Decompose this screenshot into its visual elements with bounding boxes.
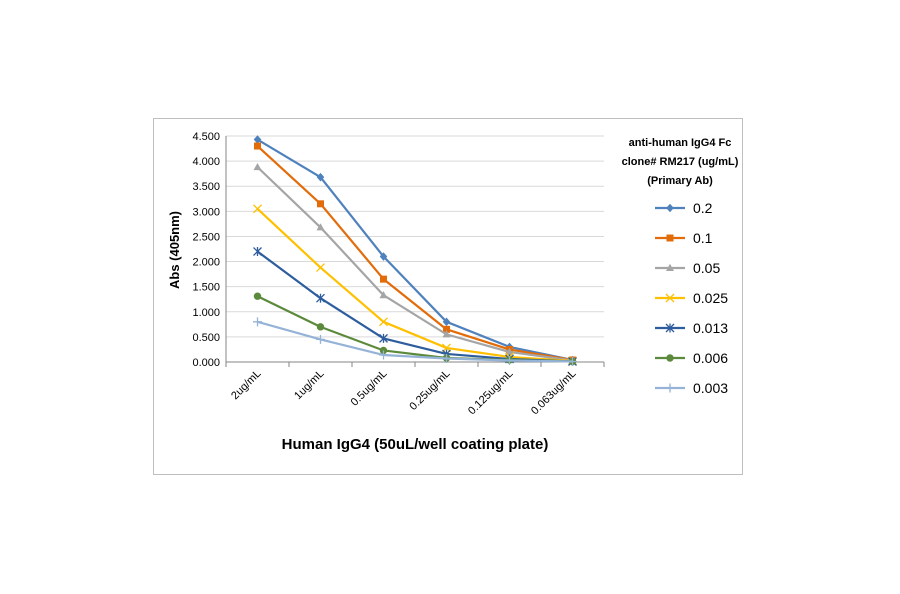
data-point [379,291,388,299]
series-line-0.003 [257,320,573,363]
legend-item: 0.025 [655,290,728,306]
data-point [316,263,325,273]
legend-marker [666,354,674,362]
series-lines [253,135,577,366]
y-tick-label: 0.500 [192,332,220,344]
y-tick-label: 1.000 [192,307,220,319]
data-point [253,247,262,257]
y-tick-labels: 0.000 0.500 1.000 1.500 2.000 2.500 3.000 3.500… [192,131,220,369]
data-point [254,142,261,150]
y-axis-title: Abs (405nm) [167,211,182,289]
y-tick-label: 2.500 [192,231,220,243]
data-point [379,252,388,261]
legend-item: 0.013 [655,320,728,336]
legend: 0.2 0.1 0.05 0.025 0.013 0.006 0.003 [655,200,728,396]
legend-title-line-1: anti-human IgG4 Fc [629,137,732,149]
legend-item: 0.2 [655,200,713,216]
data-point [316,293,325,303]
y-tick-label: 4.500 [192,131,220,143]
data-point [443,325,450,333]
series-line-0.05 [256,166,573,362]
legend-marker [665,383,675,393]
legend-label: 0.025 [693,290,728,306]
data-point [379,350,388,360]
data-point [568,356,577,366]
legend-item: 0.006 [655,350,728,366]
data-point [253,204,262,214]
legend-title-line-3: (Primary Ab) [647,175,713,187]
y-tick-label: 3.500 [192,181,220,193]
series-line-0.025 [256,208,573,363]
x-tick-label: 0.125ug/mL [466,368,516,418]
data-point [317,200,324,208]
data-point [316,223,325,231]
legend-item: 0.003 [655,380,728,396]
chart-frame [153,118,743,475]
x-tick-label: 2ug/mL [229,368,263,402]
legend-label: 0.2 [693,200,713,216]
legend-label: 0.1 [693,230,713,246]
data-point [442,353,451,363]
data-point [253,162,262,171]
data-point [316,172,325,182]
data-point [316,334,325,344]
legend-marker [666,263,674,271]
series-line-0.2 [256,138,573,362]
y-tick-label: 1.500 [192,282,220,294]
x-tick-label: 0.063ug/mL [529,368,579,418]
data-point [505,355,514,365]
data-point [253,135,262,144]
legend-title-line-2: clone# RM217 (ug/mL) [622,156,739,168]
legend-title: anti-human IgG4 Fc clone# RM217 (ug/mL) … [622,137,739,187]
legend-label: 0.003 [693,380,728,396]
gridlines [226,135,604,338]
axes [225,136,605,367]
y-tick-label: 0.000 [192,357,220,369]
legend-label: 0.05 [693,260,720,276]
x-tick-labels: 2ug/mL 1ug/mL 0.5ug/mL 0.25ug/mL 0.125ug/mL 0… [229,368,578,418]
x-tick-label: 1ug/mL [292,368,326,402]
legend-marker [665,293,675,303]
data-point [253,292,262,300]
y-tick-label: 3.000 [192,206,220,218]
data-point [316,323,325,331]
series-line-0.1 [256,145,573,362]
data-point [379,333,388,343]
x-axis-title: Human IgG4 (50uL/well coating plate) [282,436,549,453]
data-point [505,347,514,355]
x-tick-label: 0.5ug/mL [349,368,390,409]
y-tick-label: 4.000 [192,156,220,168]
legend-marker [666,203,674,213]
data-point [442,330,451,338]
data-point [380,275,387,283]
legend-marker [665,323,675,333]
series-line-0.013 [256,250,573,363]
data-point [253,317,262,327]
data-point [442,317,451,327]
y-tick-label: 2.000 [192,257,220,269]
legend-item: 0.05 [655,260,720,276]
legend-item: 0.1 [655,230,713,246]
legend-marker [666,234,674,242]
data-point [379,346,388,355]
legend-label: 0.006 [693,350,728,366]
x-tick-label: 0.25ug/mL [407,368,452,413]
data-point [379,317,388,327]
legend-label: 0.013 [693,320,728,336]
